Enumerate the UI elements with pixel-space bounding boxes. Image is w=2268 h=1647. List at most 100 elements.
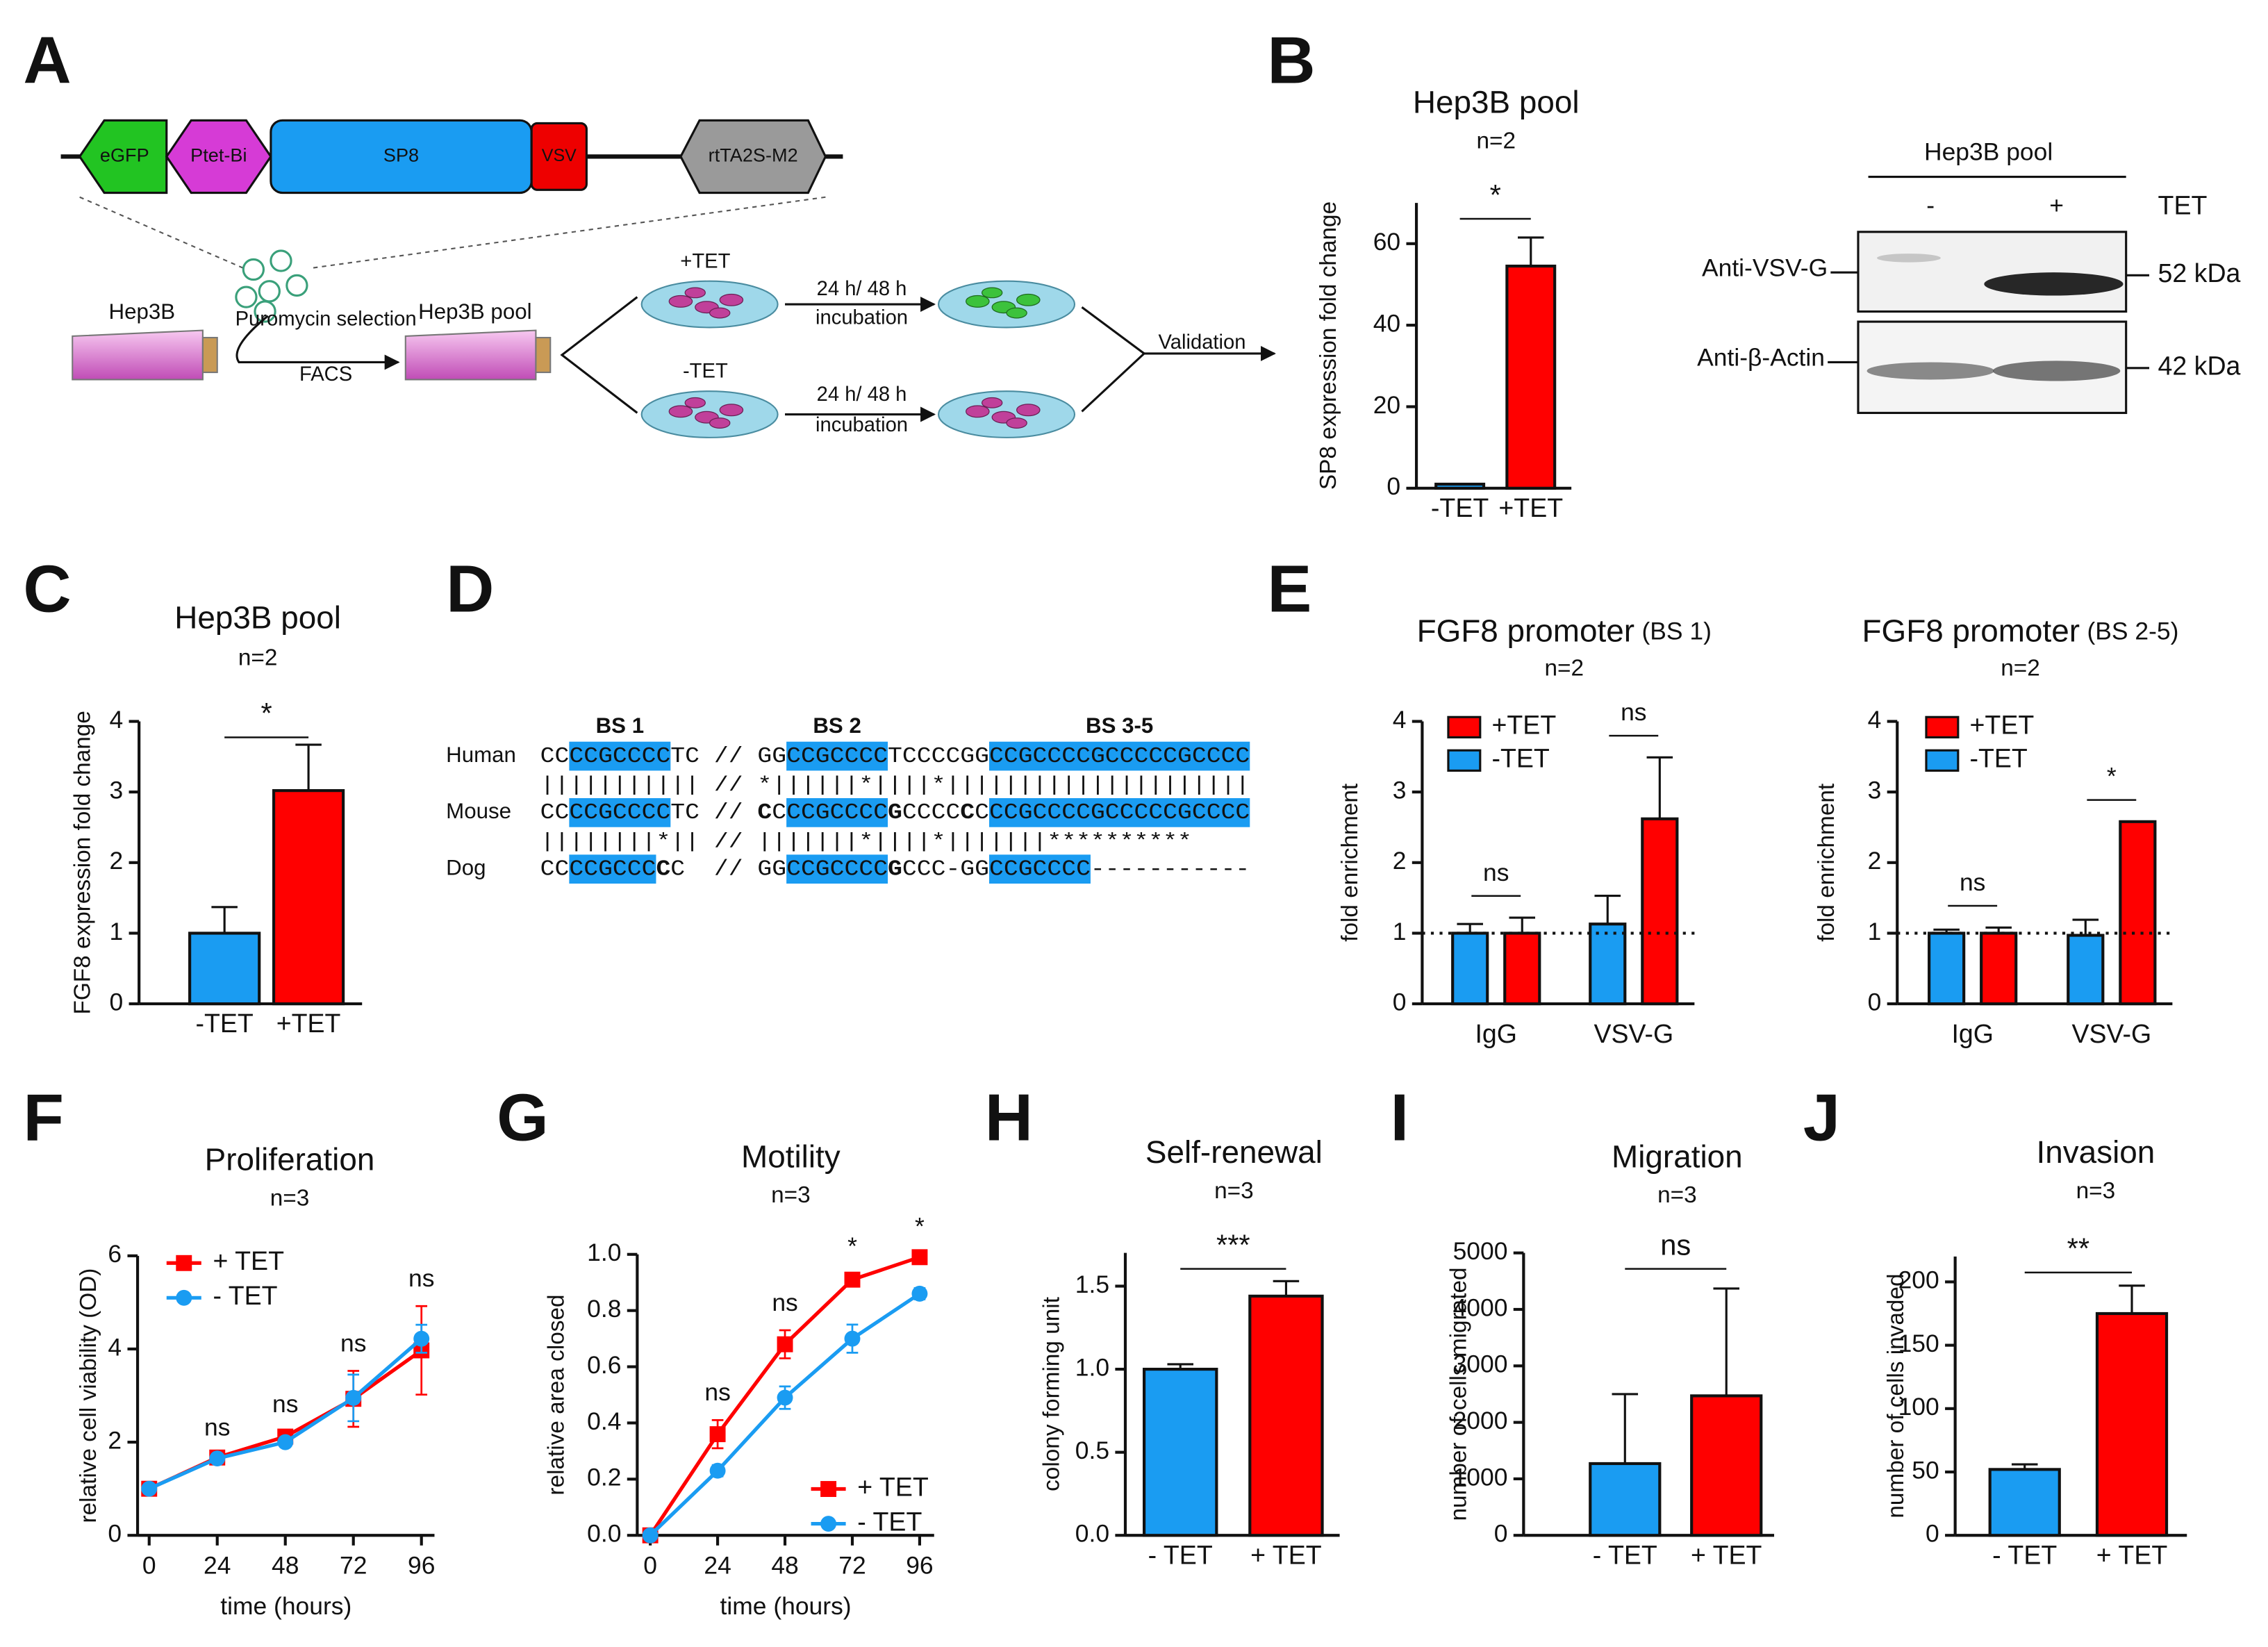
time: 24 h/ 48 h xyxy=(817,278,907,300)
chart-subtitle: n=2 xyxy=(1476,128,1516,154)
bar xyxy=(2095,1311,2169,1537)
y-axis-label: number of cells migrated xyxy=(1446,1267,1471,1521)
arrow xyxy=(235,315,400,370)
bar xyxy=(188,932,261,1006)
bar xyxy=(1434,482,1486,490)
series-line xyxy=(148,1348,423,1491)
y-tick-label: 0 xyxy=(1494,1520,1508,1548)
y-tick-label: 20 xyxy=(1373,391,1400,419)
marker xyxy=(176,1255,192,1271)
step-label: incubation xyxy=(816,307,908,329)
chart-subtitle: n=3 xyxy=(771,1182,811,1208)
y-axis-label: relative cell viability (OD) xyxy=(76,1268,101,1523)
panel-label: B xyxy=(1267,23,1315,97)
step-label: Puromycin selection xyxy=(235,308,417,331)
step-label: incubation xyxy=(816,414,908,436)
x-tick-label: + TET xyxy=(1691,1540,1762,1569)
panel-label: E xyxy=(1267,552,1311,626)
bar xyxy=(272,789,345,1006)
step-label: FACS xyxy=(299,363,352,386)
y-tick-label: 4 xyxy=(108,1333,122,1361)
x-axis-label: time (hours) xyxy=(720,1592,852,1620)
panel-label: G xyxy=(497,1080,549,1154)
marker xyxy=(709,1462,726,1479)
chart-title: Migration xyxy=(1612,1138,1743,1174)
chart-title: FGF8 promoter (BS 2-5) xyxy=(1862,612,2179,648)
chart-subtitle: n=3 xyxy=(270,1185,310,1211)
panel-label: A xyxy=(23,23,71,97)
y-tick-label: 0.4 xyxy=(587,1407,621,1435)
sequence: CCGCCCC xyxy=(569,801,670,825)
x-tick-label: 48 xyxy=(771,1551,798,1579)
element-label: eGFP xyxy=(100,144,149,166)
x-tick-label: 24 xyxy=(204,1551,231,1579)
bar xyxy=(1248,1294,1324,1537)
marker xyxy=(777,1336,793,1352)
band xyxy=(1992,361,2121,381)
y-tick-label: 100 xyxy=(1898,1393,1939,1421)
pool-label: Hep3B pool xyxy=(418,299,531,324)
marker xyxy=(844,1330,861,1347)
significance: * xyxy=(261,697,272,729)
vectors xyxy=(235,249,308,323)
sequence: CCCC xyxy=(902,801,960,825)
legend-swatch xyxy=(1925,715,1960,739)
significance: ns xyxy=(1621,698,1646,726)
marker xyxy=(911,1249,928,1266)
y-tick-label: 4 xyxy=(1393,706,1407,734)
y-axis-label: fold enrichment xyxy=(1337,783,1363,942)
title-main: FGF8 promoter xyxy=(1862,612,2080,648)
sequence: CCGCCCCGCCCCCGCCCC xyxy=(989,801,1250,825)
sequence: CCC-GG xyxy=(902,857,989,882)
annotation: ns xyxy=(272,1390,298,1418)
sequence: TCCCCGG xyxy=(888,745,989,769)
y-tick-label: 2 xyxy=(110,847,124,875)
sequence: CC xyxy=(540,745,570,769)
condition: +TET xyxy=(680,250,730,272)
sequence: CCGCCCC xyxy=(989,857,1091,882)
legend-label: +TET xyxy=(1970,711,2035,740)
flask xyxy=(72,329,204,381)
bar xyxy=(1143,1368,1218,1537)
x-tick-label: - TET xyxy=(1593,1540,1657,1569)
panel-label: J xyxy=(1803,1080,1840,1154)
chart-title: FGF8 promoter (BS 1) xyxy=(1417,612,1712,648)
y-tick-label: 0 xyxy=(1393,988,1407,1016)
annotation: ns xyxy=(408,1264,434,1292)
bar xyxy=(1505,264,1557,490)
chart-subtitle: n=2 xyxy=(1544,655,1584,681)
y-tick-label: 50 xyxy=(1912,1456,1939,1484)
marker xyxy=(777,1389,793,1406)
size-label: 42 kDa xyxy=(2158,351,2241,381)
error-bar xyxy=(211,906,238,934)
x-tick-label: - TET xyxy=(1148,1540,1213,1569)
y-axis-label: fold enrichment xyxy=(1814,783,1839,942)
x-tick-label: 96 xyxy=(408,1551,435,1579)
binding-site xyxy=(989,798,1250,827)
x-axis-label: time (hours) xyxy=(220,1592,351,1620)
x-tick-label: -TET xyxy=(195,1009,253,1038)
flask-cap xyxy=(535,336,552,374)
legend-label: - TET xyxy=(213,1281,277,1310)
chart-title: Self-renewal xyxy=(1145,1134,1323,1170)
condition: -TET xyxy=(683,361,728,383)
site-label: BS 2 xyxy=(813,713,861,738)
legend-swatch xyxy=(1447,715,1482,739)
y-tick-label: 3 xyxy=(110,777,124,804)
significance: * xyxy=(1490,179,1501,211)
x-tick-label: -TET xyxy=(1431,493,1489,522)
sequence: C xyxy=(757,801,772,825)
marker xyxy=(176,1289,192,1306)
panel-label: D xyxy=(446,552,494,626)
error-bar xyxy=(295,743,322,791)
time: 24 h/ 48 h xyxy=(817,383,907,406)
y-tick-label: 1.0 xyxy=(1075,1353,1109,1381)
title-note: (BS 1) xyxy=(1641,618,1711,645)
site-label: BS 1 xyxy=(596,713,645,738)
x-tick-label: + TET xyxy=(1250,1540,1322,1569)
size-label: 52 kDa xyxy=(2158,258,2241,288)
sequence: CCGCCCC xyxy=(569,745,670,769)
y-tick-label: 6 xyxy=(108,1240,122,1268)
legend-label: -TET xyxy=(1491,744,1549,773)
